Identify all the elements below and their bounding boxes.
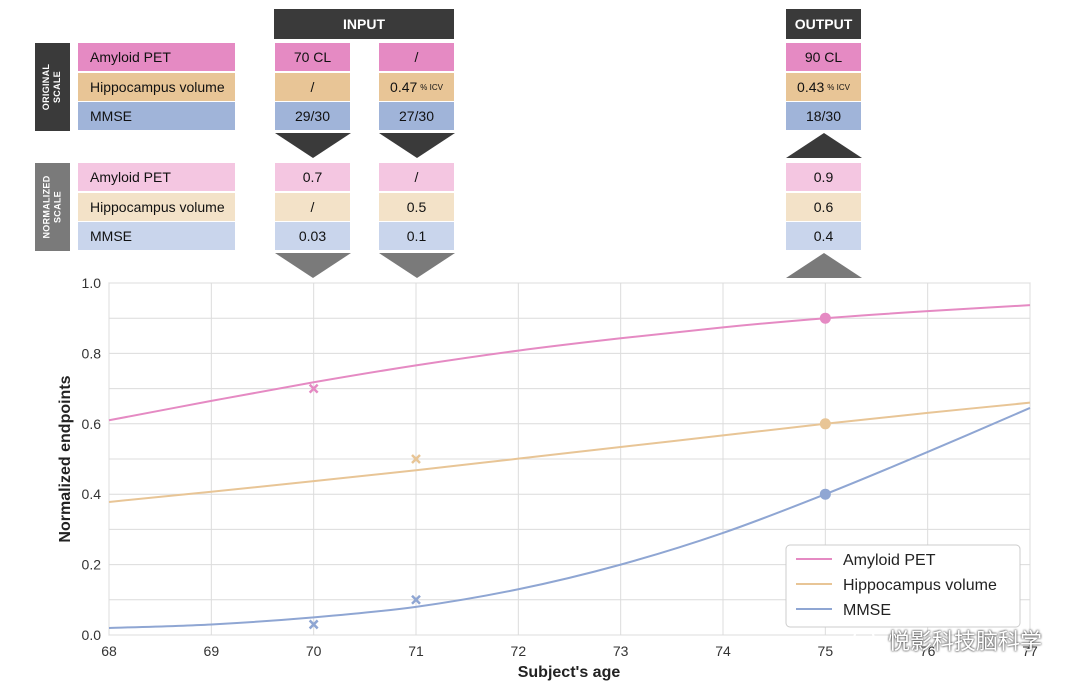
y-tick-label: 0.0 [82, 627, 102, 643]
series-line-2 [108, 407, 1031, 629]
y-tick-label: 0.4 [82, 486, 102, 502]
norm-label-hippocampus: Hippocampus volume [78, 193, 235, 221]
legend-box [785, 544, 1021, 628]
y-tick-label: 0.2 [82, 557, 102, 573]
norm-70-amyloid: 0.7 [275, 163, 350, 191]
output-header: OUTPUT [786, 9, 861, 39]
observed-marker [411, 594, 421, 605]
orig-70-mmse: 29/30 [275, 102, 350, 130]
x-tick-label: 72 [511, 643, 527, 659]
orig-70-hippocampus: / [275, 73, 350, 101]
observed-marker [411, 454, 421, 464]
norm-71-mmse: 0.1 [379, 222, 454, 250]
x-tick-label: 74 [715, 643, 731, 659]
x-tick-label: 73 [613, 643, 629, 659]
y-tick-label: 1.0 [82, 275, 102, 291]
orig-71-amyloid: / [379, 43, 454, 71]
norm-label-mmse: MMSE [78, 222, 235, 250]
x-tick-label: 68 [101, 643, 117, 659]
arrow-up-75 [786, 133, 862, 158]
original-scale-label: ORIGINAL SCALE [35, 43, 70, 131]
orig-75-hippocampus: 0.43% ICV [786, 73, 861, 101]
arrow-up-75-chart [786, 253, 862, 278]
orig-label-amyloid: Amyloid PET [78, 43, 235, 71]
orig-71-mmse: 27/30 [379, 102, 454, 130]
legend-label: Hippocampus volume [843, 577, 997, 594]
y-axis-label: Normalized endpoints [57, 375, 74, 542]
orig-label-mmse: MMSE [78, 102, 235, 130]
wechat-icon [852, 629, 881, 651]
observed-marker [308, 383, 319, 394]
norm-75-amyloid: 0.9 [786, 163, 861, 191]
predicted-marker [819, 488, 831, 500]
observed-marker [308, 619, 319, 630]
arrow-down-70-chart [275, 253, 351, 278]
orig-75-mmse: 18/30 [786, 102, 861, 130]
norm-75-mmse: 0.4 [786, 222, 861, 250]
norm-70-hippocampus: / [275, 193, 350, 221]
legend-label: Amyloid PET [843, 552, 936, 569]
x-tick-label: 70 [306, 643, 322, 659]
arrow-down-71 [379, 133, 455, 158]
watermark: 悦影科技脑科学 [852, 624, 1042, 656]
norm-71-amyloid: / [379, 163, 454, 191]
x-tick-label: 76 [920, 643, 936, 659]
norm-75-hippocampus: 0.6 [786, 193, 861, 221]
input-header: INPUT [274, 9, 454, 39]
x-axis-label: Subject's age [518, 664, 621, 681]
y-tick-label: 0.6 [82, 416, 102, 432]
norm-label-amyloid: Amyloid PET [78, 163, 235, 191]
series-line-0 [108, 304, 1031, 422]
y-tick-label: 0.8 [82, 345, 102, 361]
predicted-marker [819, 312, 831, 324]
normalized-scale-label: NORMALIZED SCALE [35, 163, 70, 251]
legend-label: MMSE [843, 602, 891, 619]
x-tick-label: 69 [204, 643, 220, 659]
norm-70-mmse: 0.03 [275, 222, 350, 250]
x-tick-label: 75 [818, 643, 834, 659]
orig-70-amyloid: 70 CL [275, 43, 350, 71]
norm-71-hippocampus: 0.5 [379, 193, 454, 221]
legend: Amyloid PET Hippocampus volume MMSE [785, 544, 1021, 628]
orig-75-amyloid: 90 CL [786, 43, 861, 71]
x-tick-label: 71 [408, 643, 424, 659]
series-line-1 [108, 401, 1031, 503]
orig-71-hippocampus: 0.47% ICV [379, 73, 454, 101]
orig-label-hippocampus: Hippocampus volume [78, 73, 235, 101]
x-tick-label: 77 [1022, 643, 1038, 659]
predicted-marker [819, 418, 831, 430]
arrow-down-71-chart [379, 253, 455, 278]
arrow-down-70 [275, 133, 351, 158]
